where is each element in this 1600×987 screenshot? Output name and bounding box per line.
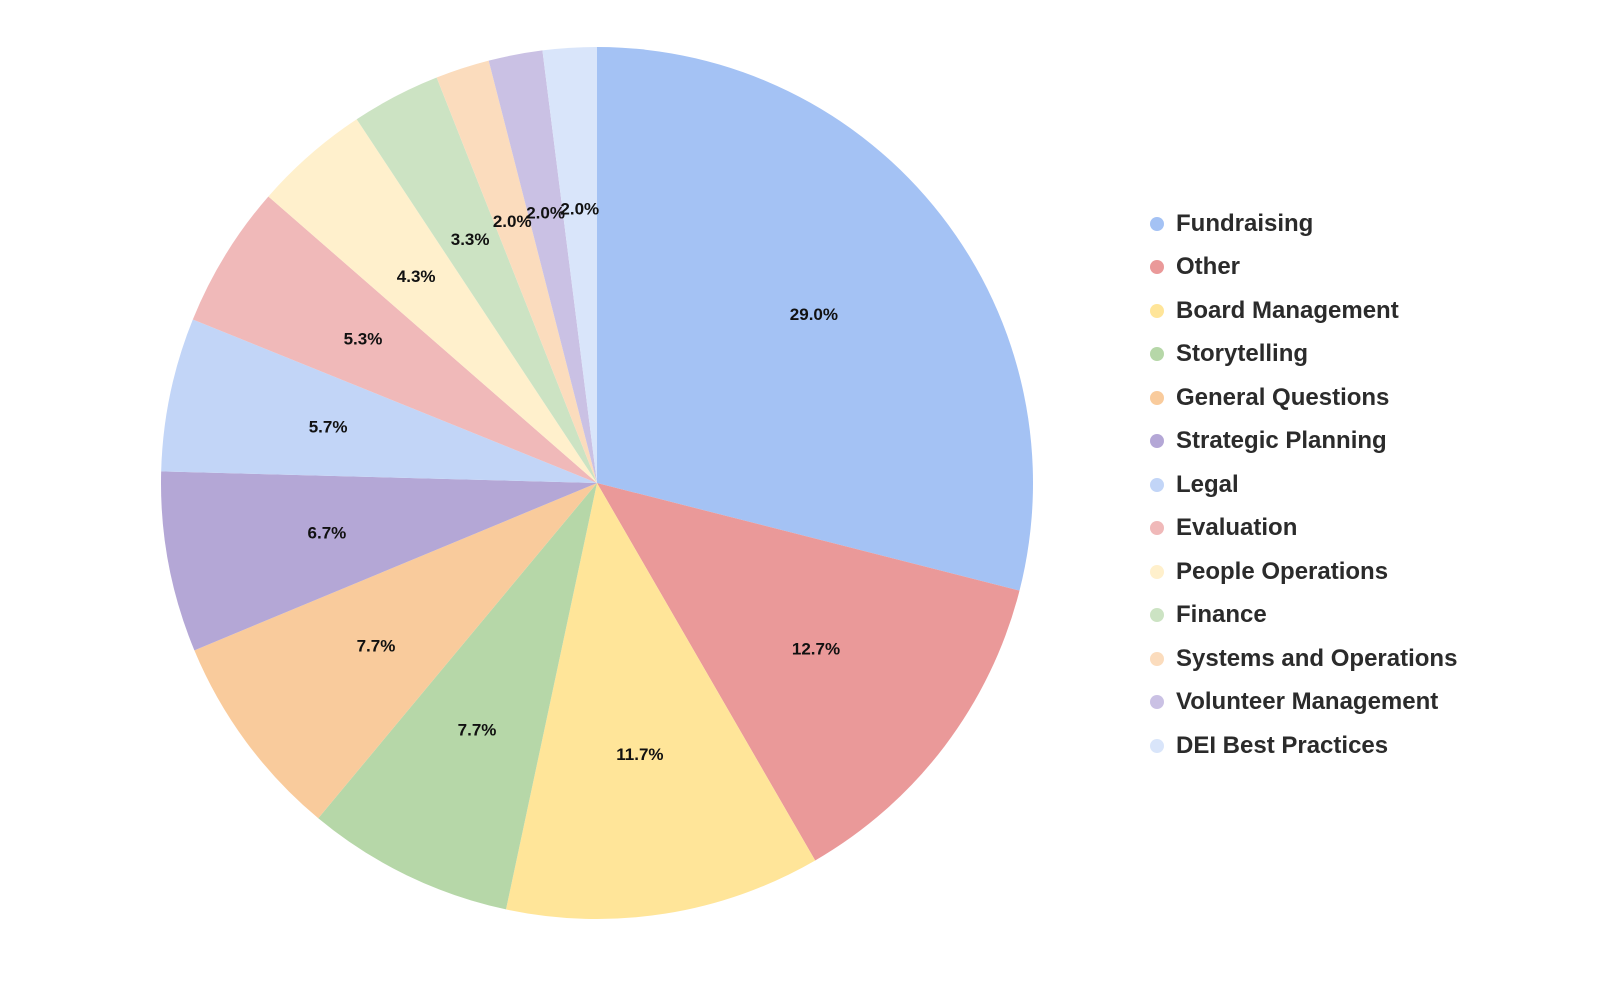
slice-label-dei-best-practices: 2.0% [560,199,599,218]
legend-item-legal: Legal [1150,463,1457,507]
legend-label: DEI Best Practices [1176,731,1389,759]
slice-label-general-questions: 7.7% [357,637,396,656]
legend-label: Systems and Operations [1176,644,1458,672]
slice-label-legal: 5.7% [309,417,348,436]
legend-swatch-icon [1150,434,1164,449]
legend-swatch-icon [1150,651,1164,666]
legend-label: Evaluation [1176,514,1298,542]
pie-slice-people-operations [268,119,597,483]
pie-slice-general-questions [194,483,597,819]
legend-item-fundraising: Fundraising [1150,202,1457,246]
legend-swatch-icon [1150,347,1164,362]
slice-label-finance: 3.3% [451,230,490,249]
legend-item-volunteer-management: Volunteer Management [1150,681,1457,725]
legend-item-board-management: Board Management [1150,289,1457,333]
legend-item-finance: Finance [1150,594,1457,638]
legend-label: Legal [1176,470,1239,498]
legend-label: Board Management [1176,296,1399,324]
pie-slice-dei-best-practices [542,47,597,483]
legend-swatch-icon [1150,477,1164,492]
legend-swatch-icon [1150,303,1164,318]
pie-slice-storytelling [318,483,597,910]
pie-slice-finance [356,77,597,483]
legend-swatch-icon [1150,695,1164,710]
legend-item-dei-best-practices: DEI Best Practices [1150,724,1457,768]
legend-label: General Questions [1176,383,1390,411]
legend-swatch-icon [1150,260,1164,275]
slice-label-other: 12.7% [792,639,840,658]
legend-swatch-icon [1150,216,1164,231]
chart-legend: Fundraising Other Board Management Storytel… [1150,202,1457,768]
legend-swatch-icon [1150,608,1164,623]
pie-slice-systems-and-operations [436,60,597,483]
slice-label-evaluation: 5.3% [344,330,383,349]
legend-label: Storytelling [1176,340,1309,368]
pie-slice-volunteer-management [488,50,597,484]
pie-slice-legal [161,319,597,483]
pie-slice-board-management [505,483,816,920]
legend-item-people-operations: People Operations [1150,550,1457,594]
pie-slice-evaluation [192,196,597,483]
pie-slices [161,47,1033,920]
pie-slice-fundraising [597,47,1033,591]
legend-label: Finance [1176,601,1267,629]
pie-slice-strategic-planning [161,471,598,651]
slice-label-board-management: 11.7% [616,745,663,764]
legend-item-other: Other [1150,246,1457,290]
legend-label: Other [1176,253,1241,281]
legend-item-systems-and-operations: Systems and Operations [1150,637,1457,681]
slice-label-volunteer-management: 2.0% [526,204,565,223]
legend-item-storytelling: Storytelling [1150,333,1457,377]
legend-label: People Operations [1176,557,1389,585]
legend-label: Strategic Planning [1176,427,1387,455]
legend-item-evaluation: Evaluation [1150,507,1457,551]
slice-label-fundraising: 29.0% [790,305,838,324]
pie-slice-labels: 29.0% 12.7% 11.7% 7.7% 7.7% 6.7% 5.7% 5.3% 4.3% 3… [308,199,841,763]
slice-label-strategic-planning: 6.7% [308,524,347,543]
legend-label: Fundraising [1176,209,1314,237]
legend-item-general-questions: General Questions [1150,376,1457,420]
pie-slice-other [597,483,1020,861]
legend-swatch-icon [1150,521,1164,536]
slice-label-storytelling: 7.7% [458,721,497,740]
legend-item-strategic-planning: Strategic Planning [1150,420,1457,464]
slice-label-people-operations: 4.3% [397,267,436,286]
legend-swatch-icon [1150,564,1164,579]
legend-label: Volunteer Management [1176,688,1439,716]
legend-swatch-icon [1150,738,1164,753]
slice-label-systems-and-operations: 2.0% [493,212,532,231]
legend-swatch-icon [1150,390,1164,405]
